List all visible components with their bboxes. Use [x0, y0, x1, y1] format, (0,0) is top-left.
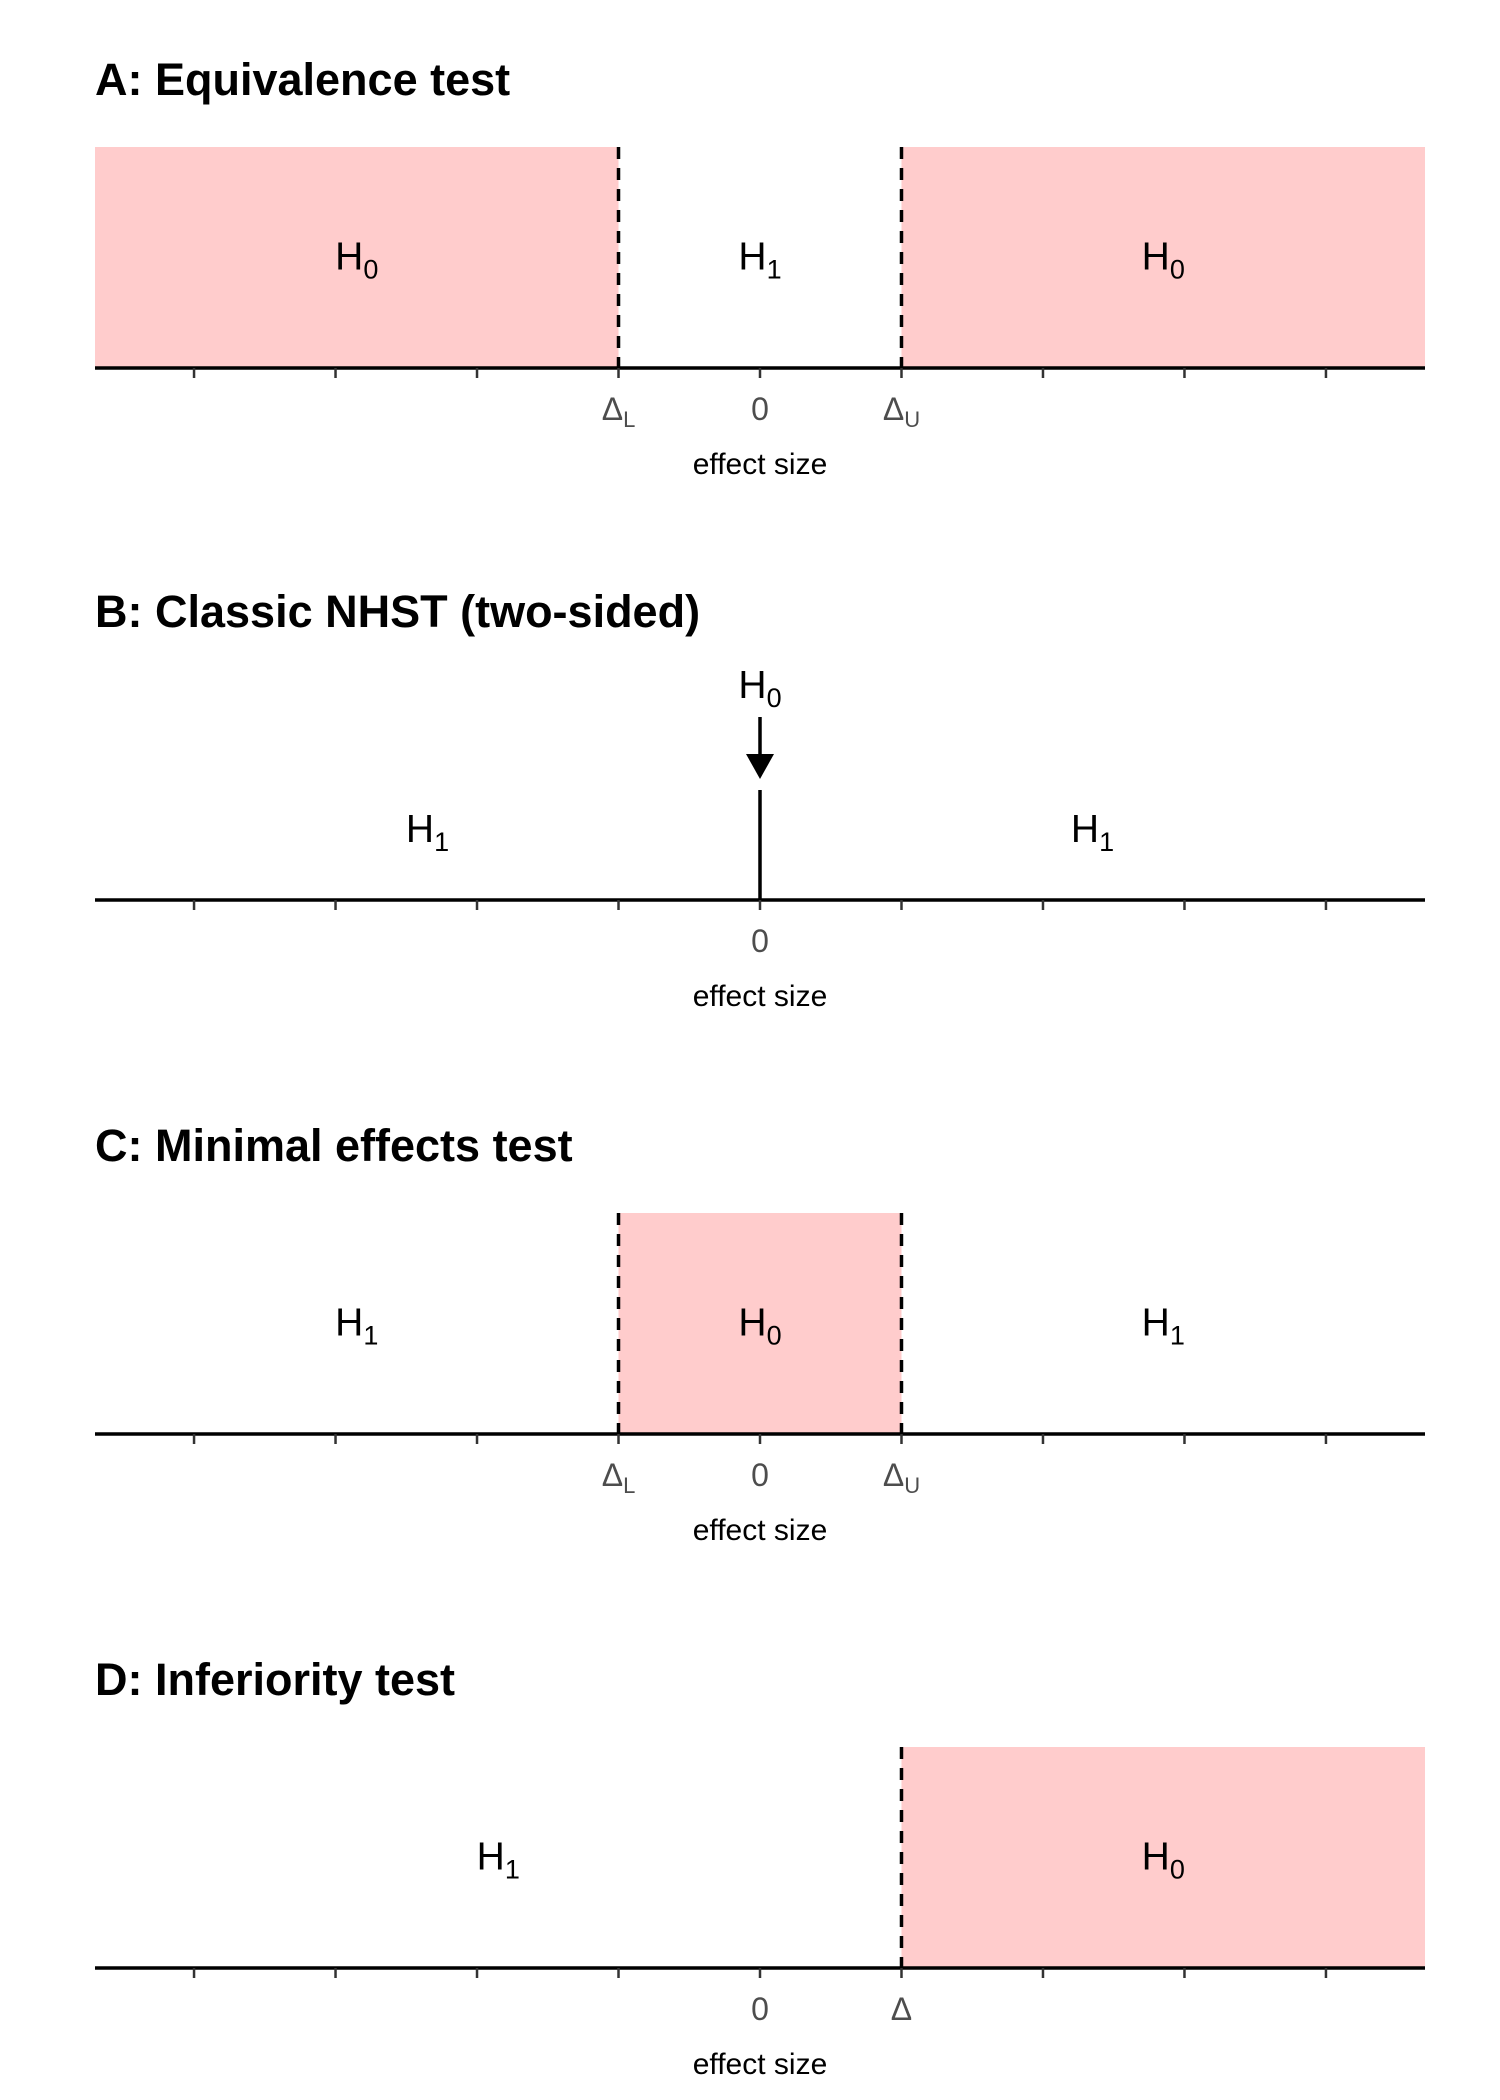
x-tick-label: Δ: [891, 1991, 912, 2027]
x-axis-title: effect size: [693, 2048, 828, 2081]
panel-title: A: Equivalence test: [95, 54, 510, 105]
x-tick-label: ΔU: [883, 391, 920, 432]
x-tick-label: 0: [751, 1457, 769, 1493]
hypothesis-label-h1: H1: [1142, 1302, 1185, 1351]
hypothesis-label-h1: H1: [1071, 808, 1114, 857]
hypothesis-label-h1: H1: [738, 236, 781, 285]
x-tick-label: 0: [751, 1991, 769, 2027]
x-axis-title: effect size: [693, 1514, 828, 1547]
x-tick-label: 0: [751, 391, 769, 427]
hypothesis-label-h1: H1: [406, 808, 449, 857]
x-tick-label: ΔU: [883, 1457, 920, 1498]
panel-b: B: Classic NHST (two-sided) H1 H1 H0 0 effect…: [95, 586, 1425, 1013]
x-axis-title: effect size: [693, 980, 828, 1013]
x-tick-label: 0: [751, 923, 769, 959]
x-tick-label: ΔL: [602, 391, 636, 432]
point-null-label: H0: [738, 664, 781, 713]
panel-title: D: Inferiority test: [95, 1654, 455, 1705]
panel-title: B: Classic NHST (two-sided): [95, 586, 700, 637]
panel-title: C: Minimal effects test: [95, 1120, 573, 1171]
x-tick-label: ΔL: [602, 1457, 636, 1498]
x-axis-title: effect size: [693, 448, 828, 481]
point-null-arrow-head: [746, 754, 774, 779]
hypothesis-label-h1: H1: [477, 1836, 520, 1885]
hypothesis-label-h1: H1: [335, 1302, 378, 1351]
